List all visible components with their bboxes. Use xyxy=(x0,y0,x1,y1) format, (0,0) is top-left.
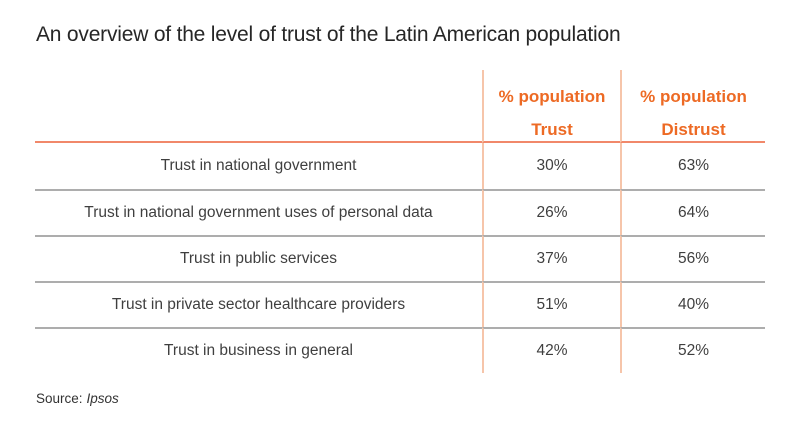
row-trust-value: 37% xyxy=(482,235,620,281)
row-trust-value: 26% xyxy=(482,189,620,235)
row-trust-value: 51% xyxy=(482,281,620,327)
header-trust-line1: % population xyxy=(498,87,606,106)
header-empty-cell xyxy=(35,70,482,143)
row-label: Trust in business in general xyxy=(35,327,482,373)
header-distrust-line1: % population xyxy=(640,87,747,106)
trust-table: % population Trust % population Distrust… xyxy=(35,70,765,373)
row-distrust-value: 40% xyxy=(620,281,765,327)
source-note: Source: Ipsos xyxy=(36,391,119,406)
row-label: Trust in public services xyxy=(35,235,482,281)
row-trust-value: 30% xyxy=(482,143,620,189)
row-distrust-value: 52% xyxy=(620,327,765,373)
header-distrust-column: % population Distrust xyxy=(620,70,765,143)
row-distrust-value: 56% xyxy=(620,235,765,281)
header-trust-line2: Trust xyxy=(531,120,573,139)
row-label: Trust in national government uses of per… xyxy=(35,189,482,235)
row-trust-value: 42% xyxy=(482,327,620,373)
row-label: Trust in national government xyxy=(160,157,357,174)
header-trust-column: % population Trust xyxy=(482,70,620,143)
source-label: Source: xyxy=(36,391,83,406)
page-title: An overview of the level of trust of the… xyxy=(36,23,621,46)
source-name: Ipsos xyxy=(86,391,119,406)
header-distrust-line2: Distrust xyxy=(661,120,726,139)
row-label: Trust in private sector healthcare provi… xyxy=(35,281,482,327)
row-distrust-value: 63% xyxy=(620,143,765,189)
row-distrust-value: 64% xyxy=(620,189,765,235)
